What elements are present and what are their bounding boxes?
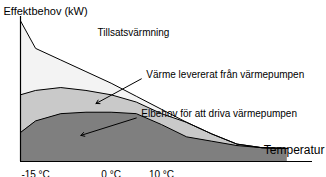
- svg-text:-15 °C: -15 °C: [21, 169, 49, 177]
- svg-text:0 °C: 0 °C: [101, 169, 121, 177]
- svg-text:Elbehov för att driva värmepum: Elbehov för att driva värmepumpen: [141, 108, 297, 119]
- svg-text:Temperatur: Temperatur: [264, 143, 325, 157]
- svg-text:10 °C: 10 °C: [149, 169, 174, 177]
- svg-text:Tillsatsvärmning: Tillsatsvärmning: [98, 27, 170, 38]
- svg-text:Värme levererat från värmepump: Värme levererat från värmepumpen: [146, 69, 304, 80]
- svg-text:Effektbehov (kW): Effektbehov (kW): [4, 5, 88, 17]
